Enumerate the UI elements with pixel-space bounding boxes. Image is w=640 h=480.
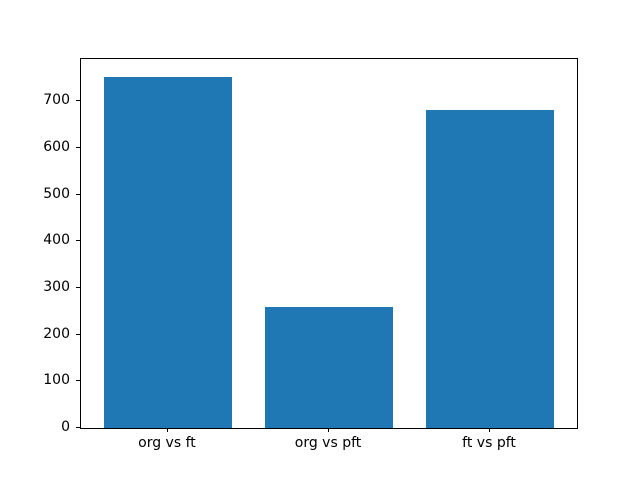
y-tick-label: 600 — [43, 139, 70, 156]
y-tick-label: 700 — [43, 92, 70, 109]
plot-area — [80, 58, 578, 429]
y-tick-label: 400 — [43, 232, 70, 249]
x-tick-label: org vs pft — [294, 435, 362, 451]
y-tick-label: 100 — [43, 372, 70, 389]
x-tick-mark — [328, 428, 329, 432]
y-tick-label: 500 — [43, 185, 70, 202]
x-tick-mark — [489, 428, 491, 432]
bar-org-vs-ft — [103, 76, 233, 428]
y-tick-label: 300 — [43, 279, 70, 296]
y-tick-mark — [76, 427, 80, 428]
y-tick-label: 0 — [61, 419, 70, 435]
x-tick-label: org vs ft — [138, 435, 196, 451]
y-tick-mark — [76, 380, 80, 382]
y-tick-label: 200 — [43, 325, 70, 342]
y-tick-mark — [76, 240, 80, 242]
x-tick-label: ft vs pft — [462, 435, 516, 451]
x-tick-mark — [166, 428, 168, 432]
bar-ft-vs-pft — [425, 109, 555, 428]
y-tick-mark — [76, 100, 80, 102]
y-tick-mark — [76, 193, 80, 195]
y-tick-mark — [76, 333, 80, 335]
y-tick-mark — [76, 147, 80, 149]
bar-org-vs-pft — [264, 307, 394, 428]
y-tick-mark — [76, 287, 80, 289]
